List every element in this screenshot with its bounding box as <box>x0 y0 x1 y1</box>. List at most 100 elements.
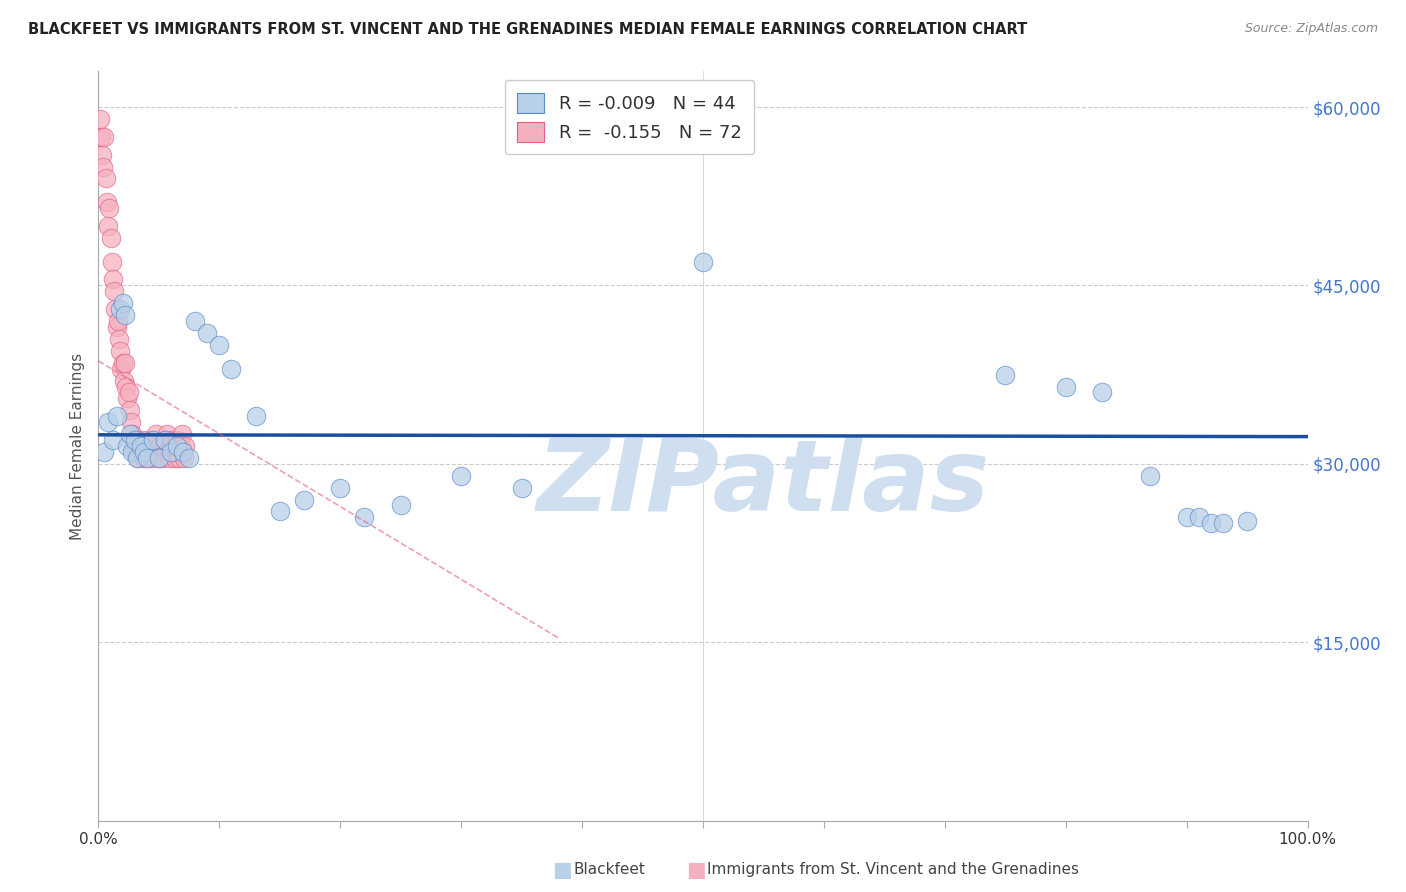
Point <box>166 439 188 453</box>
Point <box>172 445 194 459</box>
Point <box>127 450 149 465</box>
Point <box>125 433 148 447</box>
Point <box>108 332 131 346</box>
Point <box>173 450 195 465</box>
Point <box>692 254 714 268</box>
Text: Immigrants from St. Vincent and the Grenadines: Immigrants from St. Vincent and the Gren… <box>707 863 1080 877</box>
Point <box>159 450 181 465</box>
Point <box>110 361 132 376</box>
Point <box>153 433 176 447</box>
Point <box>117 439 139 453</box>
Point <box>124 445 146 459</box>
Point <box>115 379 138 393</box>
Point <box>120 415 142 429</box>
Text: Source: ZipAtlas.com: Source: ZipAtlas.com <box>1244 22 1378 36</box>
Point <box>172 445 194 459</box>
Point <box>93 445 115 459</box>
Point <box>162 445 184 459</box>
Point <box>118 403 141 417</box>
Point <box>1212 516 1234 531</box>
Point <box>108 302 131 317</box>
Point <box>104 302 127 317</box>
Point <box>135 445 157 459</box>
Text: ZIPatlas: ZIPatlas <box>537 435 990 532</box>
Point <box>245 409 267 424</box>
Point <box>142 433 165 447</box>
Point <box>179 450 201 465</box>
Point <box>124 433 146 447</box>
Point <box>131 445 153 459</box>
Point <box>139 439 162 453</box>
Point <box>152 439 174 453</box>
Point <box>145 427 167 442</box>
Legend: R = -0.009   N = 44, R =  -0.155   N = 72: R = -0.009 N = 44, R = -0.155 N = 72 <box>505 80 755 154</box>
Point <box>108 343 131 358</box>
Point <box>141 433 163 447</box>
Point <box>121 445 143 459</box>
Point <box>118 385 141 400</box>
Point <box>91 147 114 161</box>
Point <box>269 504 291 518</box>
Point <box>136 445 159 459</box>
Point <box>135 450 157 465</box>
Point <box>111 296 134 310</box>
Point <box>1175 510 1198 524</box>
Point <box>138 450 160 465</box>
Point <box>100 231 122 245</box>
Point <box>160 445 183 459</box>
Point <box>111 356 134 370</box>
Point <box>135 433 157 447</box>
Point <box>167 445 190 459</box>
Point <box>152 450 174 465</box>
Point <box>155 445 177 459</box>
Point <box>143 439 166 453</box>
Point <box>1139 468 1161 483</box>
Point <box>122 439 145 453</box>
Point <box>105 320 128 334</box>
Point <box>170 427 193 442</box>
Point <box>1199 516 1222 531</box>
Point <box>292 492 315 507</box>
Point <box>143 450 166 465</box>
Point <box>994 368 1017 382</box>
Point <box>128 439 150 453</box>
Point <box>114 356 136 370</box>
Point <box>1188 510 1211 524</box>
Point <box>1236 514 1258 528</box>
Point <box>114 308 136 322</box>
Point <box>121 427 143 442</box>
Point <box>450 468 472 483</box>
Point <box>142 445 165 459</box>
Point <box>166 433 188 447</box>
Point <box>174 439 197 453</box>
Point <box>117 392 139 406</box>
Point <box>98 201 121 215</box>
Point <box>129 439 152 453</box>
Point <box>89 112 111 126</box>
Point <box>389 499 412 513</box>
Point <box>91 160 114 174</box>
Point <box>97 219 120 233</box>
Text: ■: ■ <box>553 860 572 880</box>
Point <box>93 129 115 144</box>
Y-axis label: Median Female Earnings: Median Female Earnings <box>70 352 86 540</box>
Text: Blackfeet: Blackfeet <box>574 863 645 877</box>
Point <box>329 481 352 495</box>
Point <box>510 481 533 495</box>
Point <box>1054 379 1077 393</box>
Point <box>97 415 120 429</box>
Point <box>127 439 149 453</box>
Point <box>107 314 129 328</box>
Text: ■: ■ <box>686 860 706 880</box>
Point <box>165 439 187 453</box>
Point <box>134 450 156 465</box>
Point <box>156 427 179 442</box>
Text: BLACKFEET VS IMMIGRANTS FROM ST. VINCENT AND THE GRENADINES MEDIAN FEMALE EARNIN: BLACKFEET VS IMMIGRANTS FROM ST. VINCENT… <box>28 22 1028 37</box>
Point <box>149 439 172 453</box>
Point <box>134 445 156 459</box>
Point <box>150 445 173 459</box>
Point <box>132 439 155 453</box>
Point <box>195 326 218 340</box>
Point <box>112 374 135 388</box>
Point <box>208 338 231 352</box>
